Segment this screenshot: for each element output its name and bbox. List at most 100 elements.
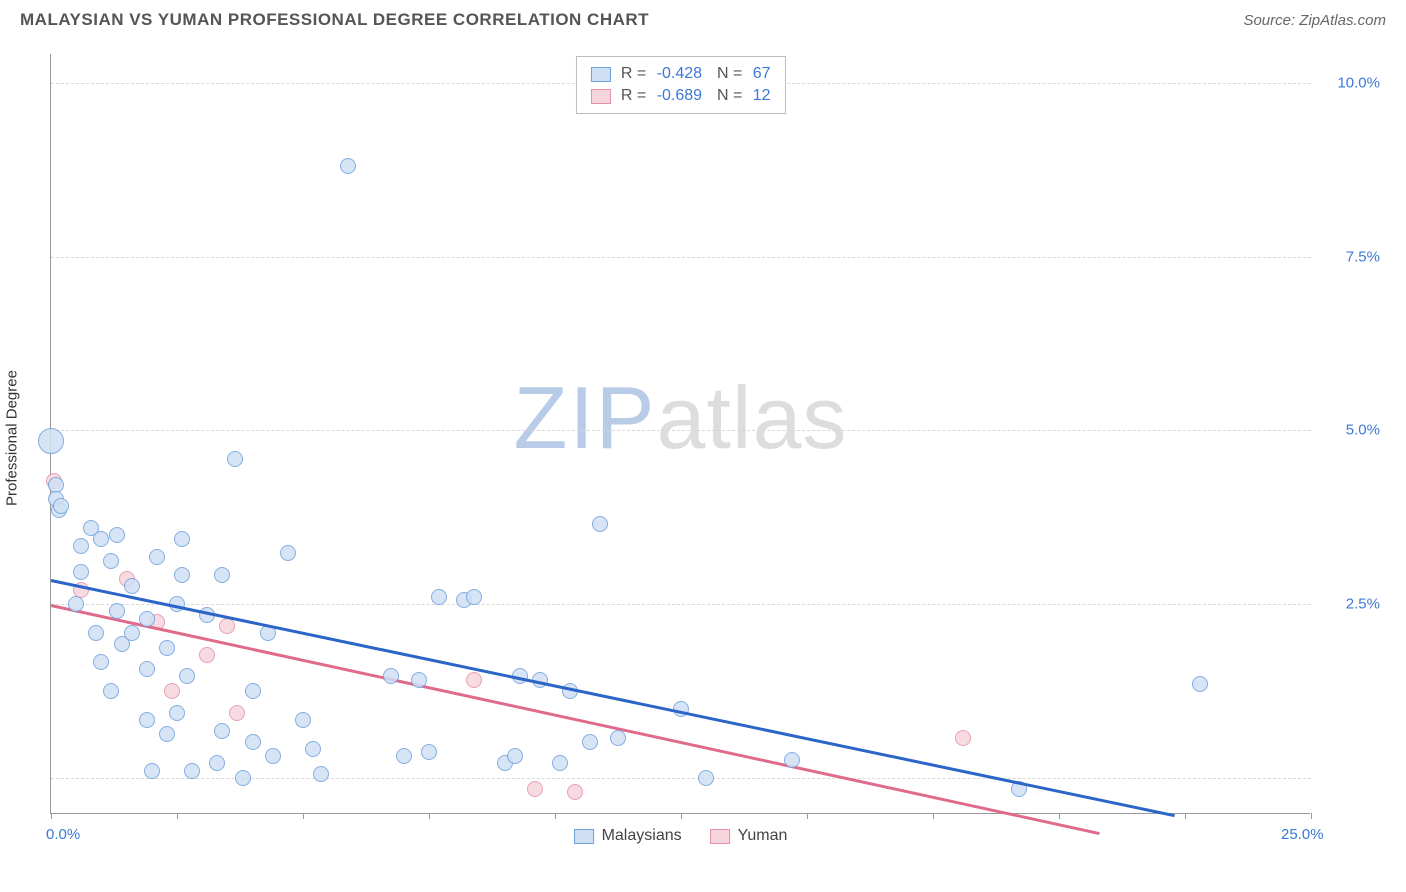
- y-axis-label: Professional Degree: [4, 370, 21, 506]
- data-point-malaysians: [421, 744, 437, 760]
- data-point-malaysians: [582, 734, 598, 750]
- trendline-malaysians: [51, 579, 1175, 817]
- y-tick-label: 5.0%: [1320, 422, 1380, 439]
- data-point-malaysians: [159, 640, 175, 656]
- data-point-malaysians: [103, 553, 119, 569]
- chart-source: Source: ZipAtlas.com: [1243, 12, 1386, 29]
- swatch-yuman-bottom: [710, 829, 730, 844]
- gridline: [51, 257, 1311, 258]
- chart-title: MALAYSIAN VS YUMAN PROFESSIONAL DEGREE C…: [20, 10, 649, 30]
- data-point-malaysians: [103, 683, 119, 699]
- data-point-malaysians: [698, 770, 714, 786]
- data-point-malaysians: [610, 730, 626, 746]
- legend-row-malaysians: R = -0.428 N = 67: [590, 63, 770, 85]
- data-point-malaysians: [245, 683, 261, 699]
- data-point-yuman: [567, 784, 583, 800]
- watermark-atlas: atlas: [657, 368, 848, 467]
- x-tick-mark: [807, 813, 808, 819]
- data-point-malaysians: [93, 654, 109, 670]
- data-point-malaysians: [179, 668, 195, 684]
- data-point-malaysians: [280, 545, 296, 561]
- data-point-malaysians: [227, 451, 243, 467]
- data-point-malaysians: [73, 564, 89, 580]
- data-point-malaysians: [431, 589, 447, 605]
- data-point-malaysians: [139, 712, 155, 728]
- data-point-malaysians: [68, 596, 84, 612]
- chart-container: Professional Degree ZIPatlas R = -0.428 …: [50, 34, 1386, 842]
- data-point-malaysians: [411, 672, 427, 688]
- x-tick-mark: [429, 813, 430, 819]
- x-tick-mark: [1185, 813, 1186, 819]
- plot-area: ZIPatlas R = -0.428 N = 67 R = -0.689 N …: [50, 54, 1310, 814]
- data-point-malaysians: [139, 661, 155, 677]
- data-point-malaysians: [124, 625, 140, 641]
- data-point-malaysians: [313, 766, 329, 782]
- swatch-yuman: [590, 89, 610, 104]
- legend-item-yuman: Yuman: [710, 827, 788, 845]
- y-tick-label: 10.0%: [1320, 74, 1380, 91]
- watermark-zip: ZIP: [514, 368, 657, 467]
- data-point-malaysians: [784, 752, 800, 768]
- legend-row-yuman: R = -0.689 N = 12: [590, 85, 770, 107]
- data-point-malaysians: [245, 734, 261, 750]
- x-tick-mark: [303, 813, 304, 819]
- chart-header: MALAYSIAN VS YUMAN PROFESSIONAL DEGREE C…: [0, 0, 1406, 34]
- data-point-malaysians: [340, 158, 356, 174]
- data-point-malaysians: [214, 723, 230, 739]
- data-point-yuman: [164, 683, 180, 699]
- data-point-malaysians: [214, 567, 230, 583]
- data-point-malaysians: [88, 625, 104, 641]
- data-point-malaysians: [396, 748, 412, 764]
- correlation-legend: R = -0.428 N = 67 R = -0.689 N = 12: [575, 56, 785, 114]
- data-point-malaysians: [149, 549, 165, 565]
- x-tick-mark: [1059, 813, 1060, 819]
- data-point-malaysians: [235, 770, 251, 786]
- data-point-malaysians: [53, 498, 69, 514]
- data-point-malaysians: [109, 527, 125, 543]
- x-tick-mark: [681, 813, 682, 819]
- gridline: [51, 430, 1311, 431]
- data-point-yuman: [199, 647, 215, 663]
- watermark: ZIPatlas: [514, 367, 848, 469]
- data-point-yuman: [219, 618, 235, 634]
- data-point-malaysians: [93, 531, 109, 547]
- data-point-malaysians: [592, 516, 608, 532]
- x-tick-mark: [177, 813, 178, 819]
- data-point-yuman: [527, 781, 543, 797]
- y-tick-label: 7.5%: [1320, 248, 1380, 265]
- data-point-malaysians: [1192, 676, 1208, 692]
- data-point-malaysians: [466, 589, 482, 605]
- data-point-malaysians: [38, 428, 64, 454]
- data-point-malaysians: [73, 538, 89, 554]
- x-tick-mark: [1311, 813, 1312, 819]
- data-point-malaysians: [159, 726, 175, 742]
- x-tick-mark: [51, 813, 52, 819]
- data-point-malaysians: [295, 712, 311, 728]
- swatch-malaysians-bottom: [574, 829, 594, 844]
- swatch-malaysians: [590, 67, 610, 82]
- x-tick-mark: [555, 813, 556, 819]
- data-point-yuman: [229, 705, 245, 721]
- data-point-malaysians: [383, 668, 399, 684]
- data-point-malaysians: [139, 611, 155, 627]
- data-point-yuman: [955, 730, 971, 746]
- legend-item-malaysians: Malaysians: [574, 827, 682, 845]
- data-point-malaysians: [552, 755, 568, 771]
- x-tick-label: 0.0%: [46, 826, 80, 843]
- data-point-malaysians: [124, 578, 140, 594]
- data-point-malaysians: [169, 705, 185, 721]
- data-point-malaysians: [305, 741, 321, 757]
- data-point-malaysians: [144, 763, 160, 779]
- data-point-malaysians: [184, 763, 200, 779]
- x-tick-label: 25.0%: [1281, 826, 1324, 843]
- data-point-malaysians: [265, 748, 281, 764]
- series-legend: Malaysians Yuman: [574, 827, 788, 845]
- data-point-malaysians: [109, 603, 125, 619]
- data-point-malaysians: [209, 755, 225, 771]
- y-tick-label: 2.5%: [1320, 596, 1380, 613]
- data-point-yuman: [466, 672, 482, 688]
- data-point-malaysians: [174, 531, 190, 547]
- x-tick-mark: [933, 813, 934, 819]
- gridline: [51, 604, 1311, 605]
- data-point-malaysians: [507, 748, 523, 764]
